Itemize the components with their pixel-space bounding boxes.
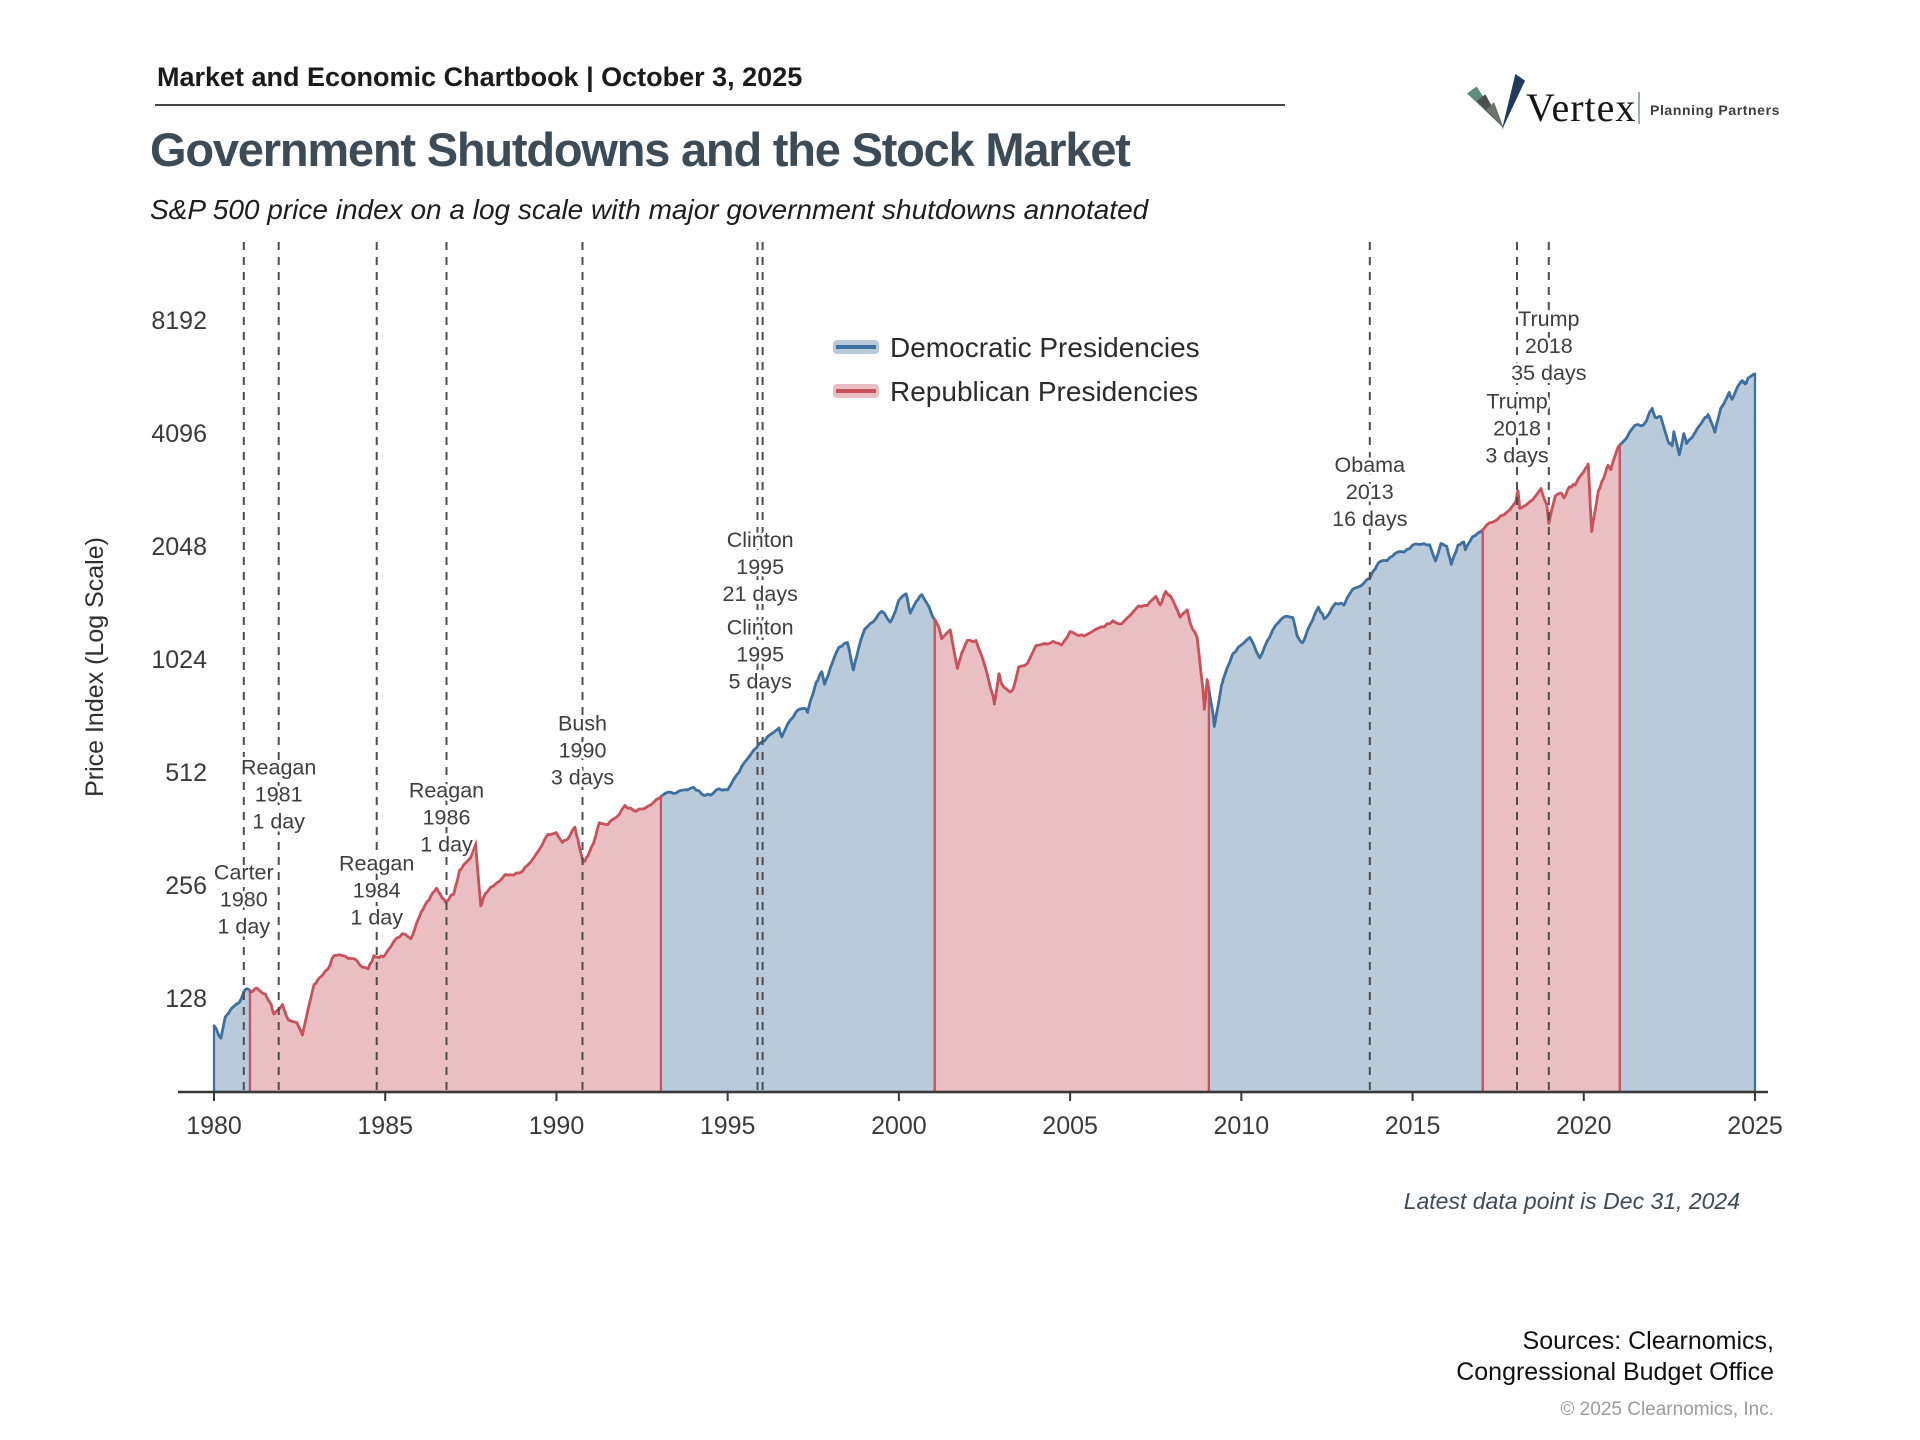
x-tick-label: 2000 [871,1112,927,1140]
y-tick-label: 128 [165,985,207,1013]
shutdown-annotation: 1981 [255,782,303,806]
dem-presidency-area [1618,372,1757,1094]
shutdown-annotation: Carter [214,860,274,884]
shutdown-annotation: Clinton [727,528,794,552]
shutdown-annotation: 1 day [420,832,473,856]
legend-label-dem: Democratic Presidencies [890,332,1200,363]
shutdown-annotation: Reagan [241,755,316,779]
page-subtitle: S&P 500 price index on a log scale with … [150,194,1149,225]
vertex-logo-icon [1466,73,1526,131]
x-tick-label: 1995 [700,1112,756,1140]
shutdown-annotation: 1984 [353,879,401,903]
shutdown-annotation: 35 days [1511,361,1586,385]
y-tick-label: 8192 [151,307,207,335]
y-tick-label: 256 [165,872,207,900]
shutdown-annotation: 2013 [1346,480,1394,504]
logo-divider [1638,92,1640,124]
dem-presidency-area [1207,528,1484,1094]
shutdown-annotation: Clinton [727,615,794,639]
logo-stripe-gray [1486,102,1504,129]
rep-presidency-area [933,590,1210,1094]
shutdown-annotation: Trump [1518,307,1579,331]
y-tick-label: 2048 [151,533,207,561]
shutdown-annotation: 1980 [220,887,268,911]
x-tick-label: 2020 [1556,1112,1612,1140]
shutdown-annotation: Obama [1335,453,1406,477]
shutdown-annotation: 2018 [1525,334,1573,358]
x-tick-label: 1985 [357,1112,413,1140]
shutdown-annotation: 1995 [736,555,784,579]
dem-presidency-area [659,592,936,1094]
shutdown-annotation: Trump [1486,389,1547,413]
rep-price-line [1481,443,1622,533]
brand-tagline: Planning Partners [1650,102,1781,118]
y-tick-label: 4096 [151,420,207,448]
dem-price-line [659,592,937,799]
y-tick-label: 512 [165,759,207,787]
y-tick-label: 1024 [151,646,207,674]
sources-line-1: Sources: Clearnomics, [1522,1327,1774,1355]
x-tick-label: 1980 [186,1112,242,1140]
copyright-note: © 2025 Clearnomics, Inc. [1560,1399,1774,1420]
brand-name: Vertex [1526,85,1637,130]
latest-data-note: Latest data point is Dec 31, 2024 [1403,1188,1740,1214]
x-tick-label: 2025 [1727,1112,1783,1140]
shutdown-annotation: Reagan [339,852,414,876]
shutdown-annotation: 2018 [1493,416,1541,440]
legend-label-rep: Republican Presidencies [890,376,1198,407]
rep-presidency-area [1481,444,1621,1094]
shutdown-annotation: 1 day [252,809,305,833]
shutdown-annotation: 1986 [423,805,471,829]
dem-price-line [1618,372,1757,457]
x-tick-label: 2010 [1214,1112,1270,1140]
shutdown-annotation: Bush [558,712,607,736]
y-axis-title: Price Index (Log Scale) [81,537,109,797]
x-tick-label: 1990 [529,1112,585,1140]
logo-stripe-navy [1501,73,1526,131]
shutdown-annotation: 3 days [1485,443,1548,467]
dem-price-line [1207,528,1485,728]
shutdown-annotation: 16 days [1332,507,1407,531]
shutdown-annotation: 1 day [350,906,403,930]
brand-logo: Vertex Planning Partners [1460,60,1790,140]
page-title: Government Shutdowns and the Stock Marke… [150,123,1131,176]
header-divider [155,104,1285,106]
rep-price-line [933,590,1211,711]
sources-block: Sources: Clearnomics, Congressional Budg… [1456,1326,1774,1425]
rep-price-line [248,795,663,1037]
shutdown-annotation: 1 day [217,914,270,938]
x-tick-label: 2015 [1385,1112,1441,1140]
shutdown-annotation: 5 days [729,669,792,693]
shutdown-annotation: 3 days [551,766,614,790]
shutdown-annotation: 1990 [559,739,607,763]
shutdown-annotation: 1995 [736,642,784,666]
dem-price-line [212,987,252,1040]
chartbook-header: Market and Economic Chartbook | October … [157,62,803,92]
shutdown-annotation: 21 days [723,582,798,606]
sources-line-2: Congressional Budget Office [1456,1358,1774,1386]
x-tick-label: 2005 [1042,1112,1098,1140]
shutdown-annotation: Reagan [409,778,484,802]
